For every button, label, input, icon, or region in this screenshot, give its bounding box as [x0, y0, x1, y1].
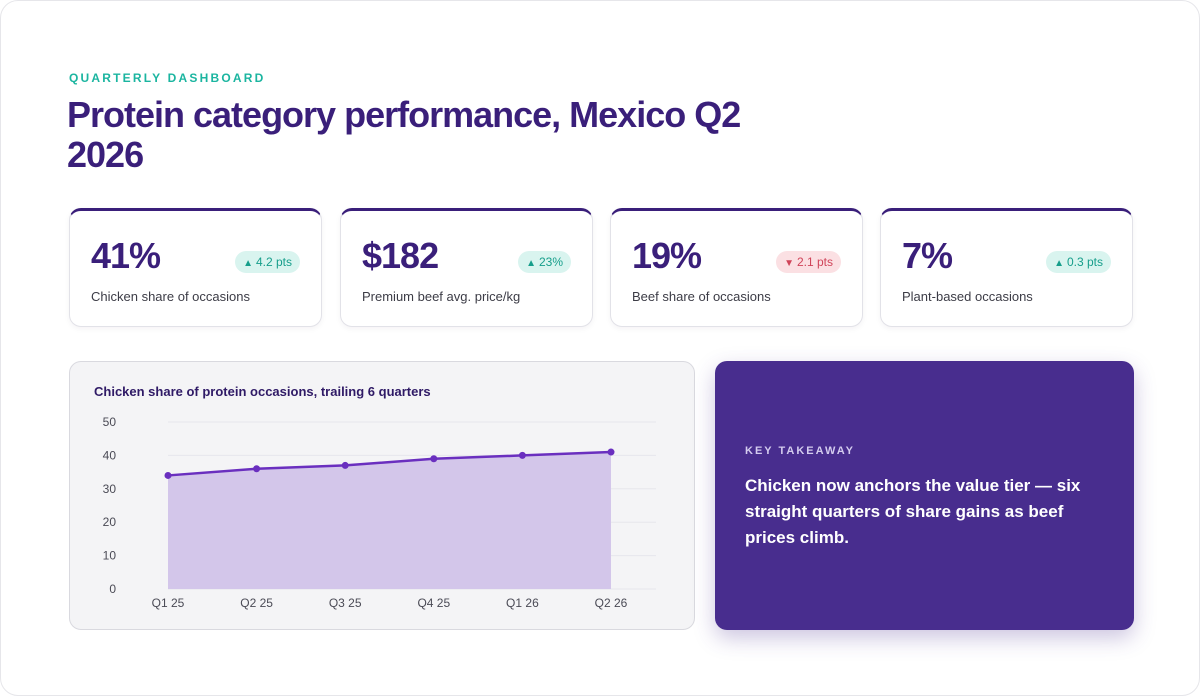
kpi-delta: 4.2 pts: [255, 255, 292, 269]
chart-card: 0 10 20 30 40 50 Q1 25 Q2 25 Q3 25 Q4 25 Q1 26 Q2 2…: [69, 361, 695, 630]
kpi-delta: 23%: [538, 255, 563, 269]
series-area: [168, 452, 611, 589]
chart-title: Chicken share of protein occasions, trai…: [94, 384, 431, 399]
data-point: [164, 471, 172, 479]
series-line: [167, 450, 612, 477]
kpi-label: Chicken share of occasions: [91, 289, 250, 304]
kpi-delta-badge: ▲ 4.2 pts: [235, 251, 300, 273]
chart-area-layer: [167, 450, 612, 589]
arrow-up-icon: ▲: [243, 258, 253, 269]
kpi-delta-badge: ▲ 23%: [518, 251, 571, 273]
takeaway-kicker: KEY TAKEAWAY: [745, 445, 855, 457]
page-title: Protein category performance, Mexico Q2 …: [67, 94, 741, 175]
kpi-delta-badge: ▲ 0.3 pts: [1046, 251, 1111, 273]
kpi-delta: 0.3 pts: [1066, 255, 1103, 269]
y-tick-label: 0: [109, 582, 116, 596]
kpi-value: 7%: [902, 235, 953, 276]
x-tick-label: Q1 26: [506, 596, 539, 610]
y-tick-label: 10: [103, 549, 117, 563]
area-chart: 0 10 20 30 40 50 Q1 25 Q2 25 Q3 25 Q4 25 Q1 26 Q2 2…: [103, 415, 656, 610]
kpi-delta-badge: ▼ 2.1 pts: [776, 251, 841, 273]
kpi-value: $182: [362, 235, 439, 276]
chart-points: [164, 448, 615, 479]
kpi-label: Beef share of occasions: [632, 289, 771, 304]
kpi-label: Premium beef avg. price/kg: [362, 289, 521, 304]
y-tick-label: 20: [103, 515, 117, 529]
kpi-card-beef-share: 19% ▼ 2.1 pts Beef share of occasions: [610, 208, 863, 327]
kpi-delta: 2.1 pts: [796, 255, 833, 269]
y-tick-label: 30: [103, 482, 117, 496]
dashboard-eyebrow: QUARTERLY DASHBOARD: [69, 71, 266, 85]
x-tick-label: Q2 25: [240, 596, 273, 610]
y-tick-label: 50: [103, 415, 117, 429]
arrow-down-icon: ▼: [784, 258, 794, 269]
data-point: [607, 448, 615, 456]
x-tick-label: Q2 26: [595, 596, 628, 610]
data-point: [430, 455, 438, 463]
key-takeaway-card: KEY TAKEAWAY Chicken now anchors the val…: [715, 361, 1134, 630]
y-tick-label: 40: [103, 448, 117, 462]
data-point: [341, 461, 349, 469]
data-point: [518, 451, 526, 459]
kpi-value: 41%: [91, 235, 161, 276]
takeaway-text: Chicken now anchors the value tier — six…: [745, 476, 1081, 547]
kpi-card-plant-based: 7% ▲ 0.3 pts Plant-based occasions: [880, 208, 1133, 327]
arrow-up-icon: ▲: [1054, 258, 1064, 269]
x-tick-label: Q3 25: [329, 596, 362, 610]
chart-axis-labels: 0 10 20 30 40 50 Q1 25 Q2 25 Q3 25 Q4 25 Q1 26 Q2 2…: [103, 415, 628, 610]
kpi-label: Plant-based occasions: [902, 289, 1033, 304]
kpi-card-beef-price: $182 ▲ 23% Premium beef avg. price/kg: [340, 208, 593, 327]
x-tick-label: Q4 25: [417, 596, 450, 610]
data-point: [253, 465, 261, 473]
x-tick-label: Q1 25: [152, 596, 185, 610]
kpi-card-chicken-share: 41% ▲ 4.2 pts Chicken share of occasions: [69, 208, 322, 327]
arrow-up-icon: ▲: [526, 258, 536, 269]
kpi-value: 19%: [632, 235, 702, 276]
